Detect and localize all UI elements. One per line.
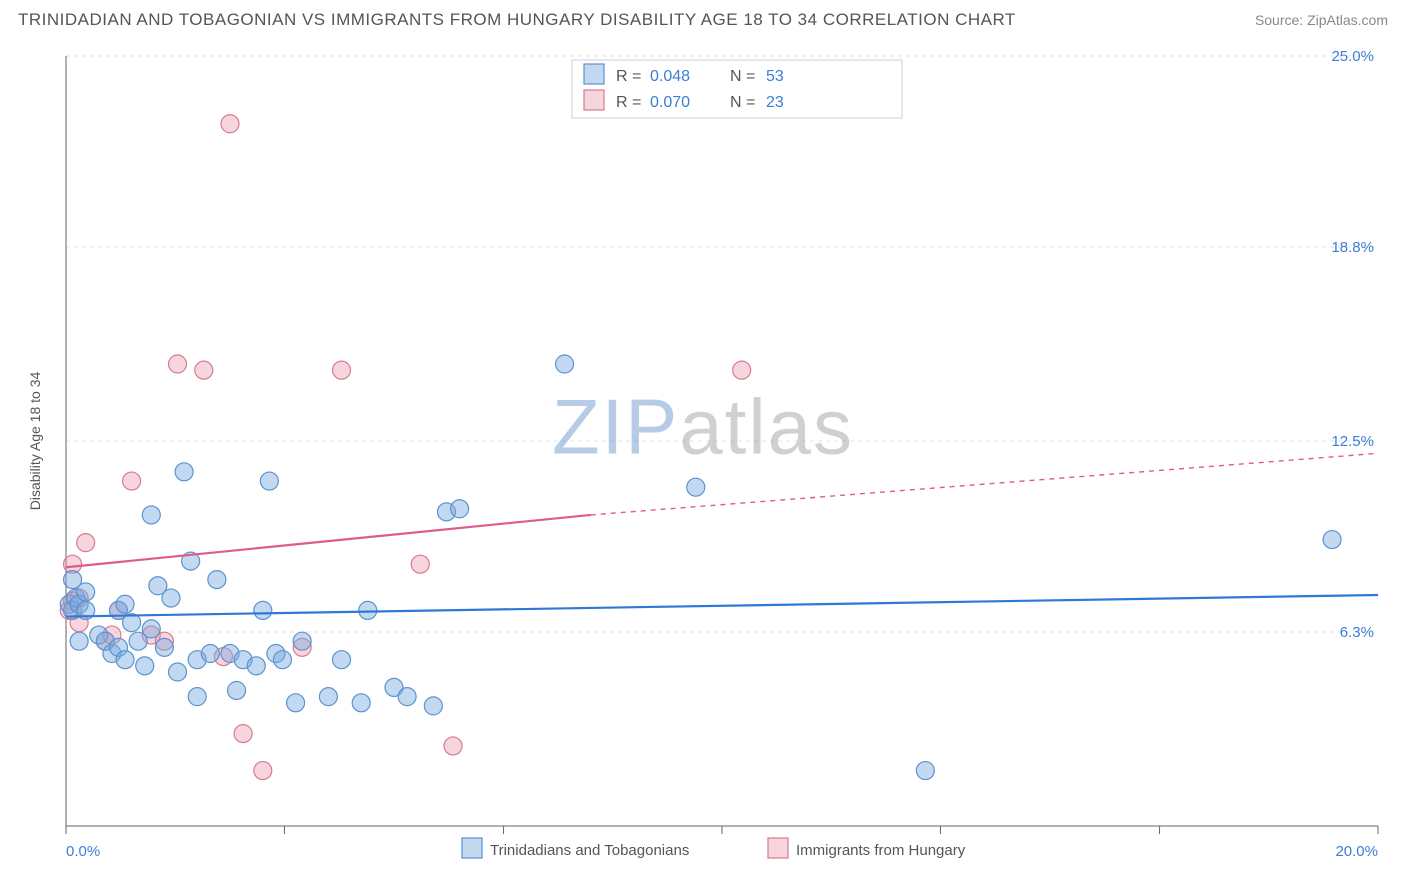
chart-title: TRINIDADIAN AND TOBAGONIAN VS IMMIGRANTS… (18, 10, 1016, 30)
svg-text:0.0%: 0.0% (66, 843, 100, 860)
svg-text:Disability Age 18 to 34: Disability Age 18 to 34 (27, 372, 43, 511)
svg-text:18.8%: 18.8% (1331, 239, 1374, 256)
svg-text:Immigrants from Hungary: Immigrants from Hungary (796, 842, 966, 859)
svg-text:R =: R = (616, 68, 641, 85)
svg-text:23: 23 (766, 94, 784, 111)
source-attribution: Source: ZipAtlas.com (1255, 12, 1388, 28)
svg-text:53: 53 (766, 68, 784, 85)
chart-container: 0.0% 20.0% 6.3% 12.5% 18.8% 25.0% Disability A… (18, 46, 1388, 874)
scatter-chart: 0.0% 20.0% 6.3% 12.5% 18.8% 25.0% Disability A… (18, 46, 1388, 874)
svg-text:N =: N = (730, 68, 755, 85)
svg-text:0.048: 0.048 (650, 68, 690, 85)
svg-text:25.0%: 25.0% (1331, 48, 1374, 65)
svg-text:Trinidadians and Tobagonians: Trinidadians and Tobagonians (490, 842, 689, 859)
svg-text:0.070: 0.070 (650, 94, 690, 111)
svg-text:12.5%: 12.5% (1331, 433, 1374, 450)
svg-text:N =: N = (730, 94, 755, 111)
svg-text:R =: R = (616, 94, 641, 111)
svg-text:6.3%: 6.3% (1340, 624, 1374, 641)
svg-text:20.0%: 20.0% (1335, 843, 1378, 860)
